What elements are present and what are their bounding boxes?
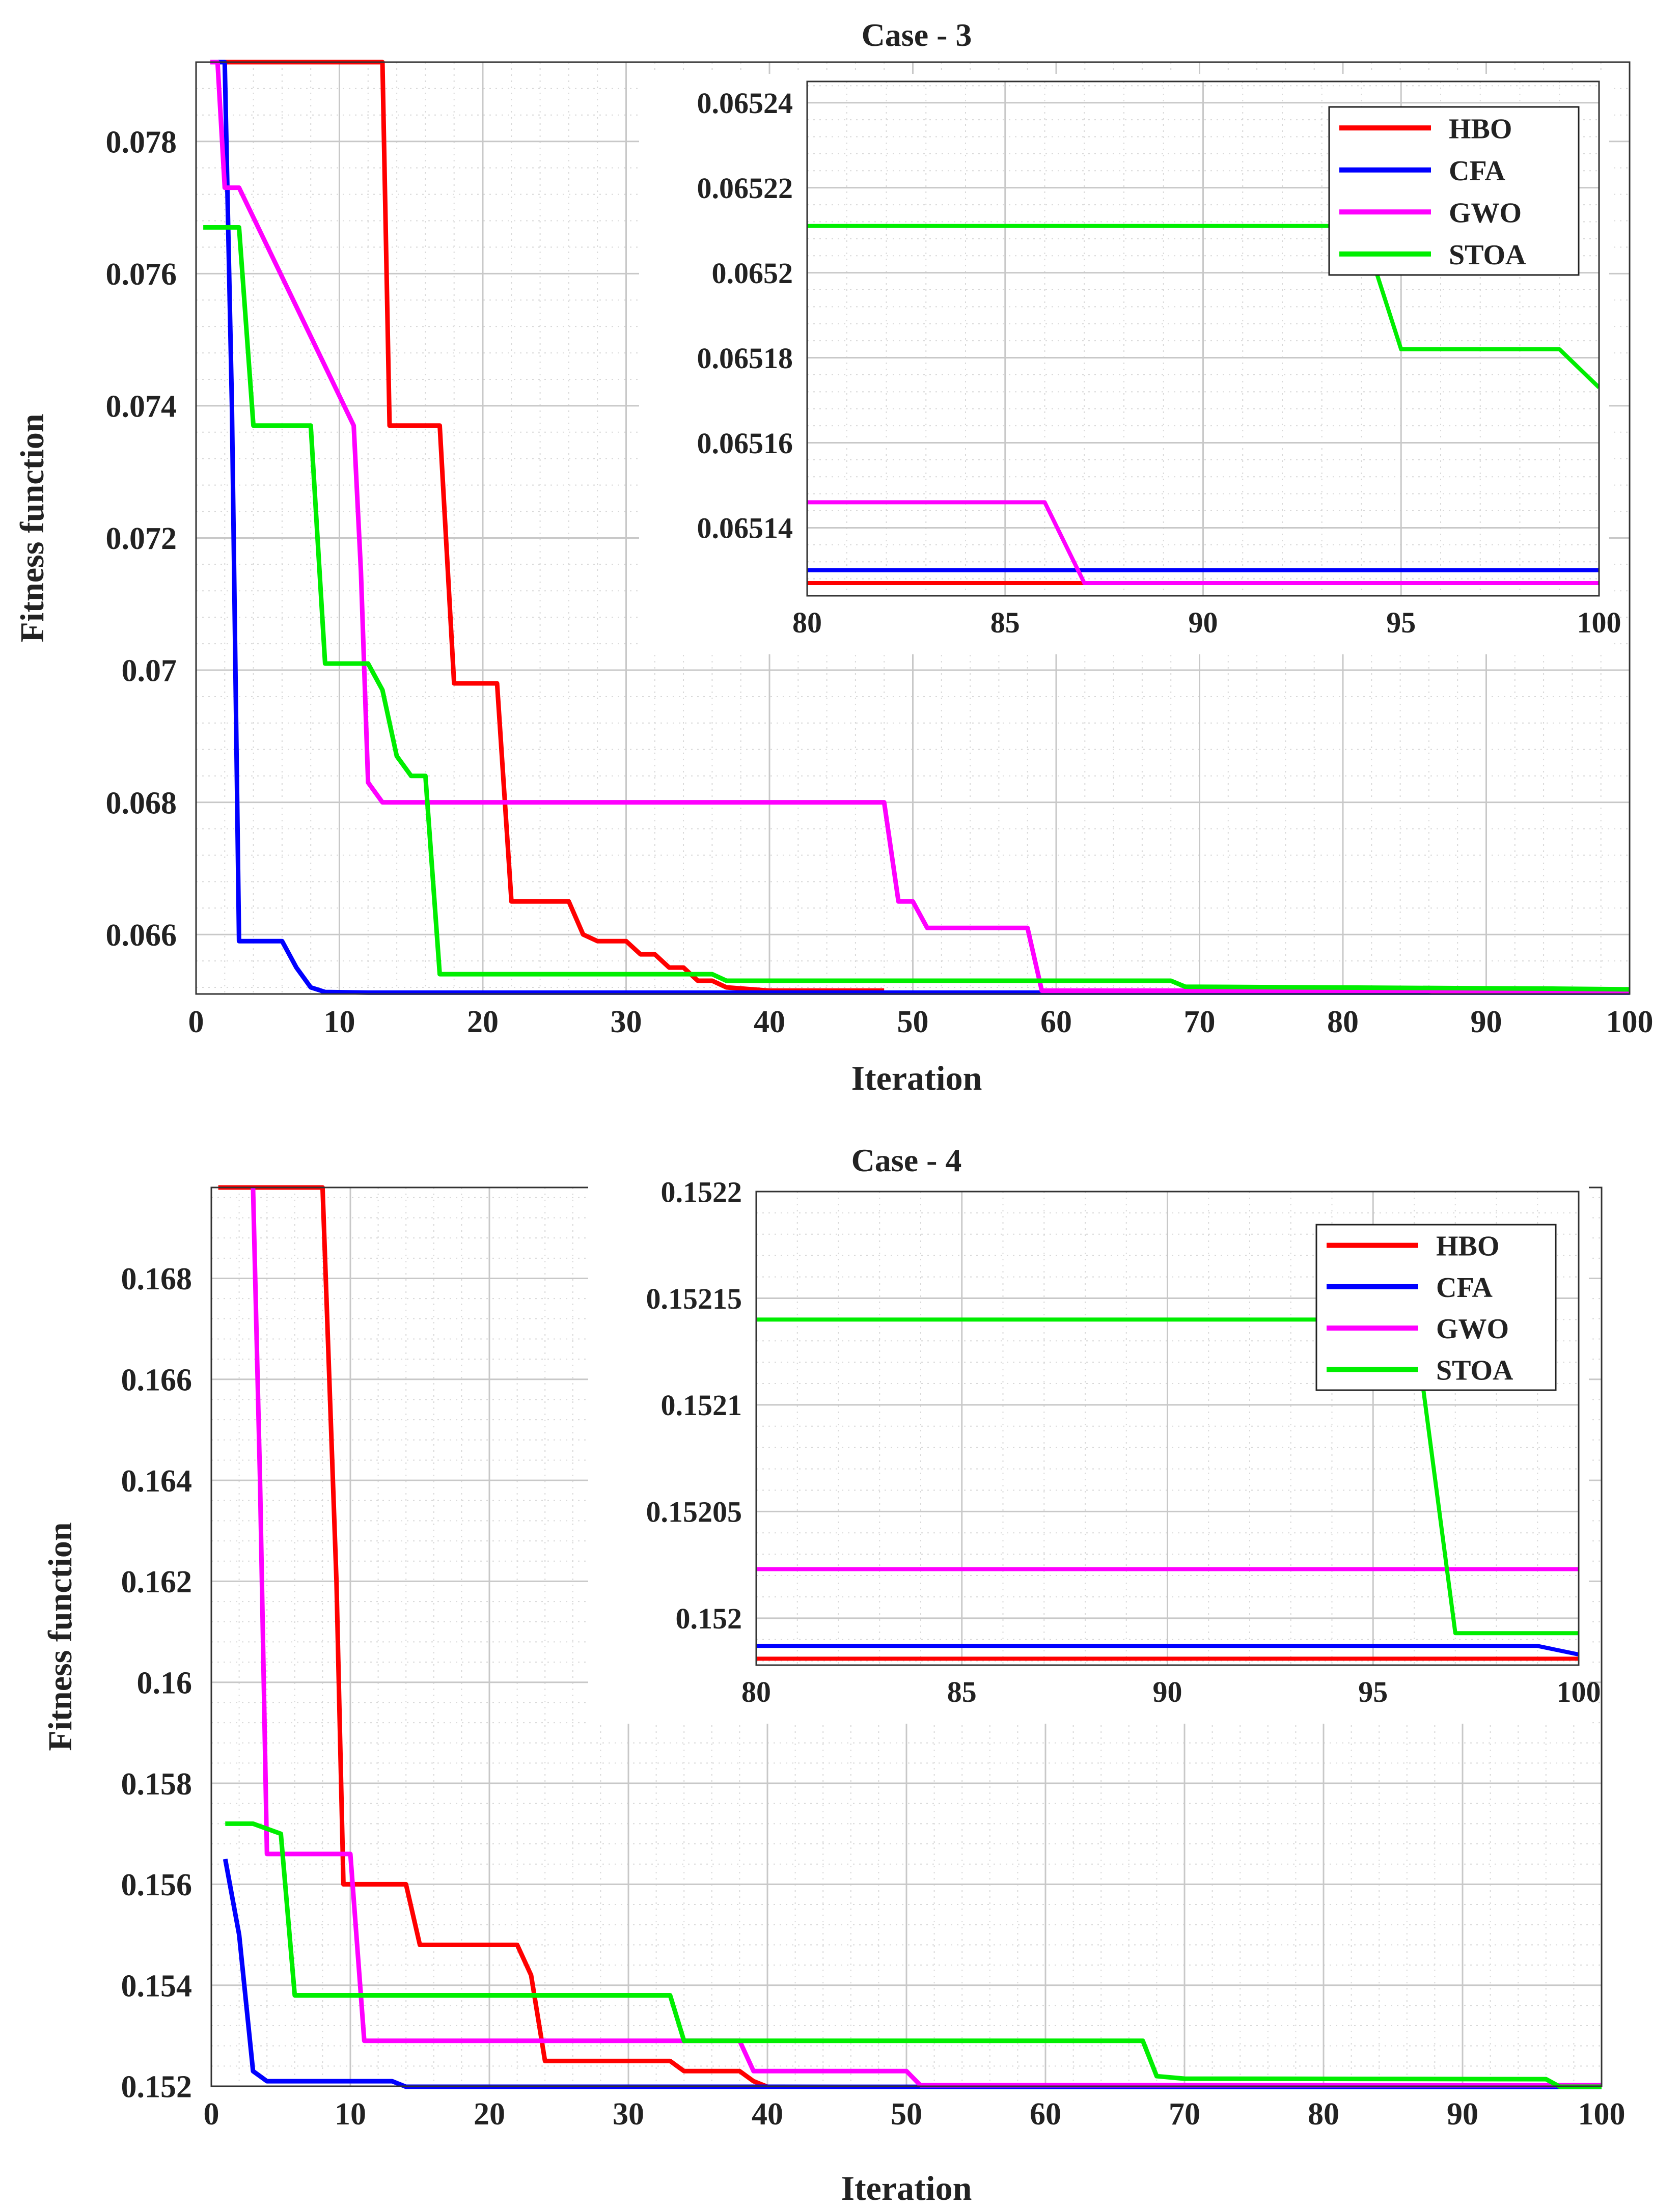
main-1-xtick-label: 30 <box>613 2097 644 2132</box>
main-0-ytick-label: 0.07 <box>122 654 177 688</box>
main-0-xtick-label: 80 <box>1327 1005 1359 1039</box>
x-axis-label: Iteration <box>851 1059 982 1097</box>
main-0-ytick-label: 0.068 <box>106 786 177 820</box>
main-0-series-stoa <box>203 225 1630 992</box>
legend: HBO CFA GWO STOA <box>1328 106 1580 276</box>
main-0-xtick-label: 90 <box>1471 1005 1502 1039</box>
inset-1-ytick-label: 0.15215 <box>646 1282 742 1315</box>
legend-label-gwo: GWO <box>1436 1313 1509 1345</box>
main-1-ytick-label: 0.16 <box>137 1666 192 1700</box>
main-0-xtick-label: 40 <box>754 1005 785 1039</box>
inset-zoom: 80 85 90 95 100 0.06514 0.06516 0.06518 0.0652 0.… <box>639 74 1621 654</box>
inset-1-xtick-label: 100 <box>1557 1675 1601 1708</box>
inset-0-series-gwo <box>807 500 1599 585</box>
inset-1-series-cfa <box>756 1644 1579 1657</box>
main-0-xtick-label: 30 <box>611 1005 642 1039</box>
inset-1-frame <box>755 1191 1580 1666</box>
main-0-ytick-label: 0.074 <box>106 390 177 424</box>
inset-0-xtick-label: 85 <box>990 606 1020 639</box>
main-1-xtick-label: 80 <box>1308 2097 1339 2132</box>
main-0-xtick-label: 100 <box>1606 1005 1654 1039</box>
legend-label-hbo: HBO <box>1436 1231 1499 1262</box>
inset-1-ytick-label: 0.15205 <box>646 1496 742 1529</box>
inset-0-ytick-label: 0.0652 <box>712 257 793 290</box>
legend-label-hbo: HBO <box>1449 113 1512 145</box>
x-axis-label: Iteration <box>841 2169 972 2207</box>
inset-1-xtick-label: 85 <box>947 1675 977 1708</box>
main-1-xtick-label: 100 <box>1578 2097 1626 2132</box>
inset-0-frame <box>806 80 1600 597</box>
chart-case-3: Case - 3 0 10 20 30 40 50 60 70 80 90 100 0.066 0.068… <box>14 17 1654 1097</box>
inset-0-ytick-label: 0.06516 <box>697 427 793 460</box>
legend-label-gwo: GWO <box>1449 197 1522 229</box>
inset-0-xtick-label: 90 <box>1189 606 1218 639</box>
main-0-series-cfa <box>217 60 1630 995</box>
inset-0-ytick-label: 0.06514 <box>697 512 793 545</box>
main-1-xtick-label: 50 <box>891 2097 922 2132</box>
legend-box <box>1315 1224 1557 1391</box>
main-1-xtick-label: 40 <box>752 2097 783 2132</box>
inset-0-xtick-label: 100 <box>1577 606 1621 639</box>
main-1-series-hbo <box>218 1185 768 2089</box>
main-0-ytick-label: 0.066 <box>106 918 177 953</box>
main-1-ytick-label: 0.158 <box>121 1767 192 1802</box>
main-1-series-stoa <box>225 1821 1602 2089</box>
main-1-ytick-label: 0.154 <box>121 1969 192 2003</box>
main-1-xtick-label: 70 <box>1169 2097 1200 2132</box>
inset-1-ytick-label: 0.1522 <box>661 1175 742 1208</box>
main-1-xtick-label: 0 <box>204 2097 219 2132</box>
main-0-frame <box>195 61 1631 995</box>
inset-0-ytick-label: 0.06518 <box>697 342 793 375</box>
y-axis-label: Fitness function <box>14 413 51 642</box>
main-0-ytick-label: 0.078 <box>106 125 177 159</box>
main-1-ytick-label: 0.162 <box>121 1565 192 1599</box>
main-1-ytick-label: 0.168 <box>121 1262 192 1296</box>
inset-1-xtick-label: 95 <box>1358 1675 1388 1708</box>
main-1-ytick-label: 0.152 <box>121 2070 192 2105</box>
main-1-ytick-label: 0.166 <box>121 1363 192 1397</box>
main-1-xtick-label: 10 <box>335 2097 366 2132</box>
main-0-series-hbo <box>210 60 885 993</box>
main-0-ytick-label: 0.076 <box>106 257 177 292</box>
main-0-xtick-label: 60 <box>1040 1005 1072 1039</box>
main-0-series-gwo <box>210 60 1630 994</box>
legend-label-stoa: STOA <box>1449 239 1526 271</box>
inset-zoom: 80 85 90 95 100 0.152 0.15205 0.1521 0.15215 0.15… <box>588 1175 1601 1724</box>
legend-label-stoa: STOA <box>1436 1355 1513 1386</box>
main-1-xtick-label: 60 <box>1030 2097 1061 2132</box>
main-1-xtick-label: 20 <box>474 2097 505 2132</box>
chart-case-4: Case - 4 0 10 20 30 40 50 60 70 80 90 100 0.152 0.154… <box>42 1142 1626 2207</box>
inset-0-series-stoa <box>807 224 1599 389</box>
inset-1-xtick-label: 80 <box>741 1675 771 1708</box>
main-0-ytick-label: 0.072 <box>106 521 177 556</box>
legend-label-cfa: CFA <box>1436 1272 1493 1304</box>
main-1-ytick-label: 0.164 <box>121 1464 192 1499</box>
inset-1-xtick-label: 90 <box>1153 1675 1182 1708</box>
main-1-ytick-label: 0.156 <box>121 1868 192 1902</box>
legend-label-cfa: CFA <box>1449 155 1505 187</box>
inset-0-ytick-label: 0.06522 <box>697 172 793 205</box>
inset-1-ytick-label: 0.152 <box>676 1602 742 1635</box>
inset-1-series-stoa <box>756 1317 1579 1636</box>
main-0-xtick-label: 0 <box>188 1005 204 1039</box>
chart-title: Case - 3 <box>862 17 972 53</box>
main-1-xtick-label: 90 <box>1447 2097 1478 2132</box>
legend-box <box>1328 106 1580 276</box>
main-0-xtick-label: 20 <box>467 1005 499 1039</box>
main-0-xtick-label: 70 <box>1184 1005 1216 1039</box>
inset-0-ytick-label: 0.06524 <box>697 87 793 120</box>
main-1-series-gwo <box>251 1187 1602 2088</box>
legend: HBO CFA GWO STOA <box>1315 1224 1557 1391</box>
main-0-xtick-label: 10 <box>324 1005 355 1039</box>
y-axis-label: Fitness function <box>42 1522 79 1751</box>
inset-0-xtick-label: 80 <box>792 606 822 639</box>
inset-1-ytick-label: 0.1521 <box>661 1389 742 1422</box>
main-0-xtick-label: 50 <box>897 1005 929 1039</box>
chart-title: Case - 4 <box>851 1142 962 1178</box>
inset-0-xtick-label: 95 <box>1386 606 1416 639</box>
